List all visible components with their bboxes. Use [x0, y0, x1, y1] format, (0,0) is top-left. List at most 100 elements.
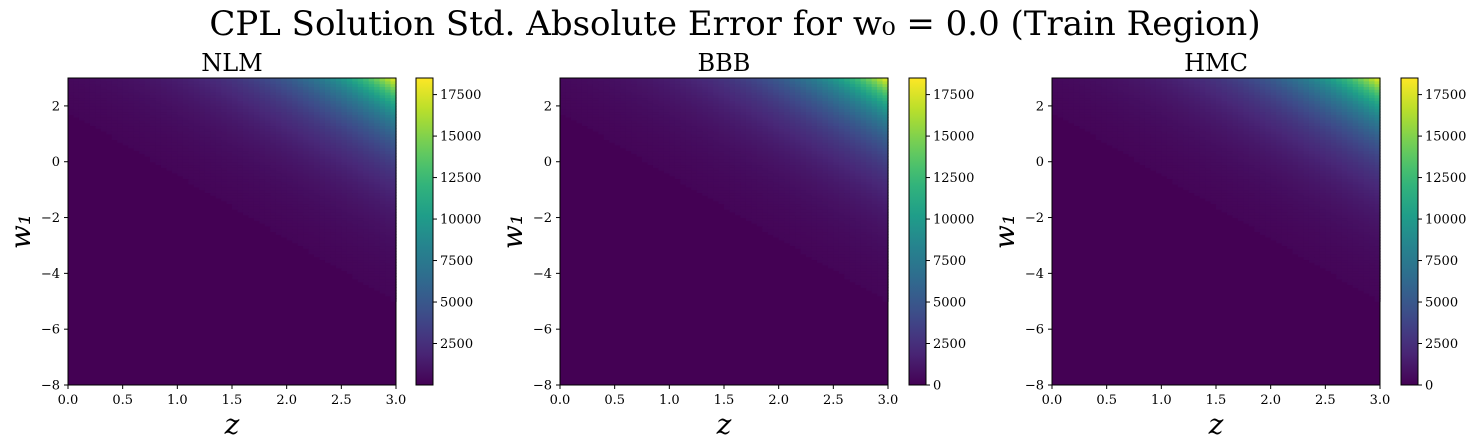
heatmap-cell [860, 108, 867, 113]
heatmap-cell [188, 167, 195, 171]
heatmap-cell [117, 100, 124, 104]
heatmap-cell [691, 144, 698, 149]
heatmap-cell [773, 178, 780, 182]
heatmap-cell [352, 139, 359, 143]
heatmap-cell [166, 128, 173, 132]
heatmap-cell [385, 239, 392, 244]
heatmap-cell [849, 150, 856, 154]
heatmap-cell [860, 273, 867, 277]
heatmap-cell [745, 144, 752, 149]
heatmap-cell [253, 125, 260, 129]
heatmap-cell [319, 192, 326, 196]
heatmap-cell [713, 170, 720, 174]
heatmap-cell [226, 114, 233, 118]
heatmap-cell [833, 209, 840, 213]
heatmap-cell [264, 117, 271, 121]
heatmap-cell [308, 220, 315, 224]
heatmap-cell [286, 209, 293, 213]
heatmap-cell [182, 144, 189, 149]
heatmap-cell [346, 117, 353, 121]
heatmap-cell [314, 189, 321, 194]
heatmap-cell [570, 114, 577, 118]
heatmap-cell [324, 239, 331, 244]
heatmap-cell [773, 192, 780, 196]
heatmap-cell [647, 153, 654, 157]
heatmap-cell [308, 97, 315, 101]
heatmap-cell [144, 122, 151, 127]
heatmap-cell [789, 111, 796, 115]
heatmap-cell [264, 172, 271, 177]
heatmap-cell [237, 150, 244, 154]
heatmap-cell [849, 192, 856, 196]
heatmap-cell [871, 211, 878, 216]
heatmap-cell [308, 153, 315, 157]
heatmap-cell [784, 144, 791, 149]
heatmap-cell [745, 175, 752, 180]
heatmap-cell [133, 131, 140, 135]
heatmap-cell [341, 217, 348, 221]
heatmap-cell [363, 245, 370, 249]
heatmap-cell [827, 111, 834, 115]
heatmap-cell [724, 192, 731, 196]
heatmap-cell [106, 91, 113, 96]
heatmap-cell [674, 142, 681, 146]
heatmap-cell [259, 119, 266, 124]
heatmap-cell [385, 192, 392, 196]
heatmap-cell [784, 156, 791, 160]
heatmap-cell [210, 189, 217, 194]
heatmap-cell [877, 139, 884, 143]
heatmap-cell [806, 237, 813, 241]
heatmap-cell [696, 161, 703, 166]
heatmap-cell [871, 108, 878, 113]
heatmap-cell [270, 142, 277, 146]
heatmap-cell [368, 245, 375, 249]
heatmap-cell [341, 122, 348, 127]
heatmap-cell [838, 217, 845, 221]
heatmap-cell [368, 172, 375, 177]
heatmap-cell [259, 203, 266, 207]
heatmap-cell [150, 142, 157, 146]
heatmap-cell [314, 164, 321, 168]
heatmap-cell [139, 125, 146, 129]
heatmap-cell [264, 136, 271, 140]
heatmap-cell [855, 256, 862, 261]
heatmap-cell [882, 273, 889, 277]
heatmap-cell [171, 105, 178, 110]
heatmap-cell [330, 200, 337, 205]
heatmap-cell [297, 122, 304, 127]
heatmap-cell [352, 80, 359, 85]
heatmap-cell [745, 133, 752, 138]
heatmap-cell [368, 167, 375, 171]
heatmap-cell [385, 189, 392, 194]
heatmap-cell [215, 131, 222, 135]
heatmap-cell [122, 133, 129, 138]
heatmap-cell [341, 78, 348, 82]
heatmap-cell [767, 142, 774, 146]
heatmap-cell [718, 114, 725, 118]
heatmap-cell [204, 89, 211, 93]
heatmap-cell [379, 139, 386, 143]
heatmap-cell [341, 100, 348, 104]
heatmap-cell [811, 170, 818, 174]
heatmap-cell [84, 86, 91, 90]
heatmap-cell [707, 142, 714, 146]
heatmap-cell [811, 147, 818, 152]
heatmap-cell [221, 91, 228, 96]
heatmap-cell [800, 147, 807, 152]
heatmap-cell [390, 167, 397, 171]
heatmap-cell [844, 175, 851, 180]
heatmap-cell [226, 86, 233, 90]
heatmap-cell [314, 91, 321, 96]
heatmap-cell [177, 89, 184, 93]
heatmap-cell [341, 181, 348, 185]
heatmap-cell [357, 91, 364, 96]
heatmap-cell [259, 111, 266, 115]
heatmap-cell [833, 195, 840, 199]
heatmap-cell [390, 91, 397, 96]
heatmap-cell [270, 103, 277, 107]
heatmap-cell [800, 108, 807, 113]
heatmap-cell [729, 181, 736, 185]
heatmap-cell [297, 200, 304, 205]
heatmap-cell [259, 100, 266, 104]
heatmap-cell [390, 270, 397, 274]
